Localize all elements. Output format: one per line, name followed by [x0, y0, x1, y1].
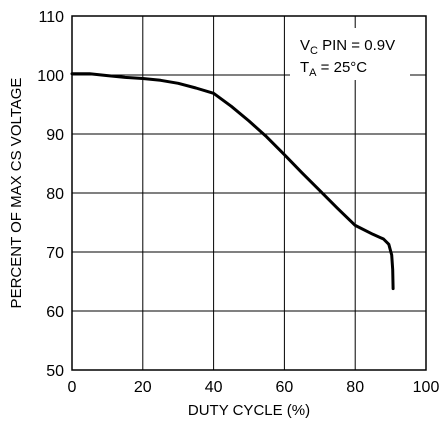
x-axis-title: DUTY CYCLE (%) [188, 402, 310, 419]
y-tick-label: 80 [46, 186, 64, 203]
series-line [70, 72, 395, 291]
y-tick-label: 70 [46, 245, 64, 262]
x-tick-label: 100 [413, 379, 440, 396]
series-group [70, 72, 395, 291]
y-tick-label: 60 [46, 304, 64, 321]
y-tick-label: 110 [38, 9, 64, 26]
x-tick-label: 0 [68, 379, 77, 396]
tick-labels: 0 20 40 60 80 100 50 60 70 80 90 100 110 [37, 9, 439, 396]
annotation-line-2: TA = 25°C [300, 59, 367, 79]
x-tick-label: 20 [134, 379, 152, 396]
x-tick-label: 80 [346, 379, 364, 396]
y-tick-label: 50 [46, 363, 64, 380]
y-tick-label: 90 [46, 127, 64, 144]
plot-frame [71, 15, 427, 371]
y-axis-title: PERCENT OF MAX CS VOLTAGE [8, 78, 25, 309]
annotation-line-1: VC PIN = 0.9V [300, 37, 395, 57]
x-tick-label: 40 [205, 379, 223, 396]
x-tick-label: 60 [276, 379, 294, 396]
annotation-background [290, 28, 410, 80]
annotation: VC PIN = 0.9V TA = 25°C [290, 28, 410, 80]
y-tick-label: 100 [37, 68, 64, 85]
